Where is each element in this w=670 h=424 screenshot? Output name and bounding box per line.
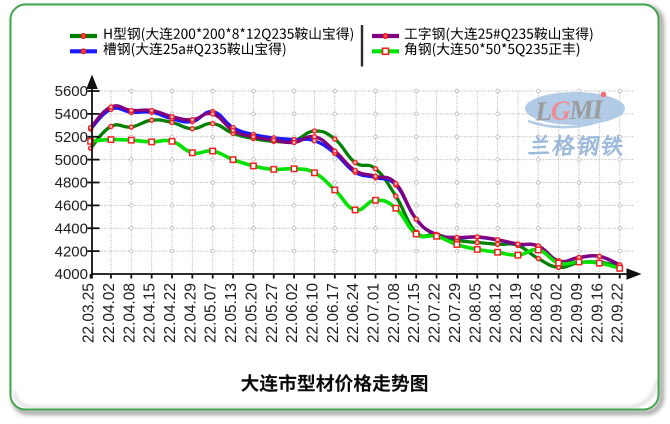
svg-text:5000: 5000 — [55, 152, 88, 169]
svg-text:22.08.19: 22.08.19 — [508, 283, 525, 343]
svg-text:22.06.02: 22.06.02 — [284, 283, 301, 343]
svg-text:22.08.26: 22.08.26 — [528, 283, 545, 343]
svg-text:22.04.02: 22.04.02 — [101, 283, 118, 343]
svg-text:22.04.15: 22.04.15 — [142, 283, 159, 343]
svg-text:4800: 4800 — [55, 175, 88, 192]
svg-text:22.05.20: 22.05.20 — [243, 283, 260, 343]
svg-text:22.07.08: 22.07.08 — [386, 283, 403, 343]
svg-text:LGMI: LGMI — [534, 93, 605, 126]
svg-text:22.07.22: 22.07.22 — [427, 283, 444, 343]
svg-text:5400: 5400 — [55, 106, 88, 123]
svg-text:22.03.25: 22.03.25 — [81, 283, 98, 343]
svg-text:22.07.01: 22.07.01 — [366, 283, 383, 343]
svg-text:22.04.29: 22.04.29 — [182, 283, 199, 343]
svg-text:22.09.02: 22.09.02 — [549, 283, 566, 343]
svg-text:22.04.08: 22.04.08 — [121, 283, 138, 343]
svg-text:22.04.22: 22.04.22 — [162, 283, 179, 343]
svg-text:22.06.24: 22.06.24 — [345, 283, 362, 343]
svg-text:4600: 4600 — [55, 198, 88, 215]
svg-text:4400: 4400 — [55, 220, 88, 237]
svg-text:22.06.10: 22.06.10 — [304, 283, 321, 343]
svg-text:22.05.13: 22.05.13 — [223, 283, 240, 343]
svg-text:5600: 5600 — [55, 83, 88, 100]
svg-text:4200: 4200 — [55, 243, 88, 260]
svg-text:22.07.15: 22.07.15 — [406, 283, 423, 343]
svg-text:22.09.22: 22.09.22 — [610, 283, 627, 343]
svg-text:5200: 5200 — [55, 129, 88, 146]
svg-text:22.08.05: 22.08.05 — [467, 283, 484, 343]
svg-text:22.07.29: 22.07.29 — [447, 283, 464, 343]
svg-text:22.08.12: 22.08.12 — [488, 283, 505, 343]
svg-text:22.09.09: 22.09.09 — [569, 283, 586, 343]
svg-text:22.05.07: 22.05.07 — [203, 283, 220, 343]
svg-text:4000: 4000 — [55, 266, 88, 283]
svg-text:22.09.16: 22.09.16 — [589, 283, 606, 343]
svg-text:22.06.17: 22.06.17 — [325, 283, 342, 343]
svg-text:22.05.27: 22.05.27 — [264, 283, 281, 343]
